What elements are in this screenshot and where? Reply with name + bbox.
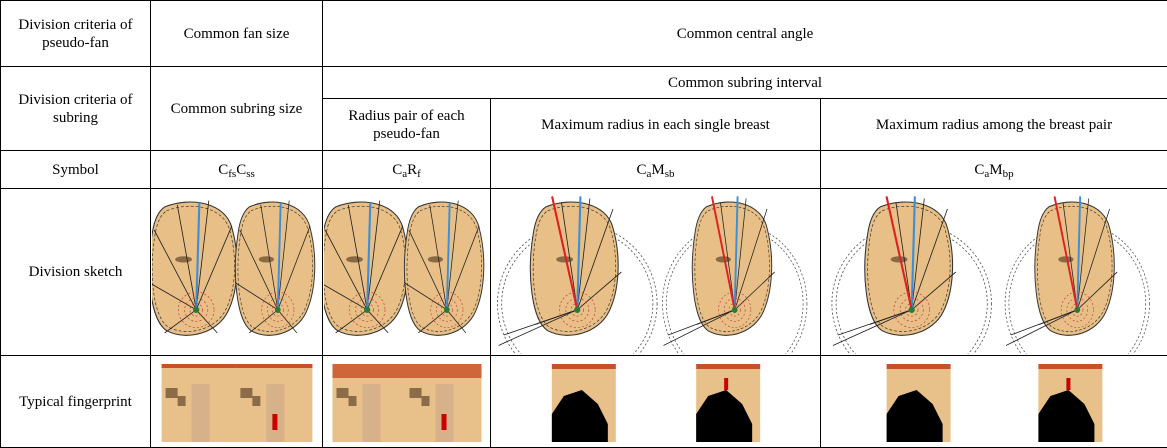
symbol-base: C (974, 162, 984, 178)
fp-top (405, 364, 481, 378)
symbol-subscript: f (417, 168, 421, 180)
cell: Common subring interval (323, 67, 1167, 99)
breast-outline (152, 202, 237, 335)
sketch (152, 190, 322, 354)
nipple (1074, 307, 1080, 313)
fingerprint (492, 358, 820, 446)
breast-sketch (404, 201, 484, 336)
symbol-subscript: bp (1003, 168, 1014, 180)
sketch (324, 190, 490, 354)
breast-sketch (497, 196, 657, 354)
symbol-base: M (651, 162, 664, 178)
fp-streak (266, 384, 284, 442)
symbol: CaRf (323, 151, 491, 189)
symbol-subscript: fs (228, 168, 236, 180)
mark (346, 256, 363, 262)
fp-red (724, 378, 728, 390)
row: Division sketch (1, 189, 1167, 356)
fingerprint (324, 358, 490, 446)
fp-red (1066, 378, 1070, 390)
row-label: Division criteria of pseudo-fan (1, 1, 151, 67)
sketch-cell (151, 189, 323, 356)
breast-sketch (831, 196, 991, 354)
fp-streak (191, 384, 209, 442)
cell: Maximum radius among the breast pair (821, 99, 1167, 151)
fp-streak (362, 384, 380, 442)
mark (175, 256, 192, 262)
symbol-subscript: sb (665, 168, 675, 180)
row-label: Symbol (1, 151, 151, 189)
fp-top (886, 364, 950, 369)
symbol: CfsCss (151, 151, 323, 189)
cell: Radius pair of each pseudo-fan (323, 99, 491, 151)
fp-streak (435, 384, 453, 442)
symbol-base: C (218, 162, 228, 178)
nipple (731, 307, 737, 313)
fingerprint-cell (491, 356, 821, 448)
fp-red (272, 414, 277, 430)
cell: Common subring size (151, 67, 323, 151)
row: Typical fingerprint (1, 356, 1167, 448)
breast-sketch (235, 201, 315, 336)
breast-sketch (324, 201, 408, 336)
fingerprint-cell (151, 356, 323, 448)
nipple (274, 307, 280, 313)
breast-sketch (662, 196, 806, 354)
row: Division criteria of subring Common subr… (1, 67, 1167, 99)
cell: Common central angle (323, 1, 1167, 67)
fingerprint-cell (323, 356, 491, 448)
symbol-subscript: ss (246, 168, 255, 180)
fingerprint (822, 358, 1167, 446)
row: Symbol CfsCss CaRf CaMsb CaMbp (1, 151, 1167, 189)
symbol: CaMbp (821, 151, 1167, 189)
fingerprint (152, 358, 322, 446)
sketch (492, 190, 820, 354)
fp-top (236, 364, 312, 368)
cell: Common fan size (151, 1, 323, 67)
symbol-base: C (236, 162, 246, 178)
breast-sketch (152, 201, 237, 336)
symbol-base: C (392, 162, 402, 178)
fp-top (696, 364, 760, 369)
row: Division criteria of pseudo-fan Common f… (1, 1, 1167, 67)
fp-top (161, 364, 237, 368)
breast-sketch (1005, 196, 1149, 354)
nipple (193, 307, 199, 313)
fp-top (551, 364, 615, 369)
nipple (908, 307, 914, 313)
sketch-cell (491, 189, 821, 356)
nipple (443, 307, 449, 313)
fp-top (1038, 364, 1102, 369)
fp-red (441, 414, 446, 430)
sketch (822, 190, 1167, 354)
breast-outline (324, 202, 408, 335)
row-label: Typical fingerprint (1, 356, 151, 448)
sketch-cell (821, 189, 1167, 356)
comparison-table: Division criteria of pseudo-fan Common f… (0, 0, 1167, 448)
symbol-base: M (989, 162, 1002, 178)
nipple (574, 307, 580, 313)
fingerprint-cell (821, 356, 1167, 448)
mark (427, 256, 442, 262)
row-label: Division sketch (1, 189, 151, 356)
symbol-base: R (407, 162, 417, 178)
symbol-base: C (636, 162, 646, 178)
symbol: CaMsb (491, 151, 821, 189)
fp-top (332, 364, 408, 378)
sketch-cell (323, 189, 491, 356)
nipple (364, 307, 370, 313)
row-label: Division criteria of subring (1, 67, 151, 151)
page: {"pseudo_fan": {"label": "Division crite… (0, 0, 1167, 448)
cell: Maximum radius in each single breast (491, 99, 821, 151)
mark (258, 256, 273, 262)
